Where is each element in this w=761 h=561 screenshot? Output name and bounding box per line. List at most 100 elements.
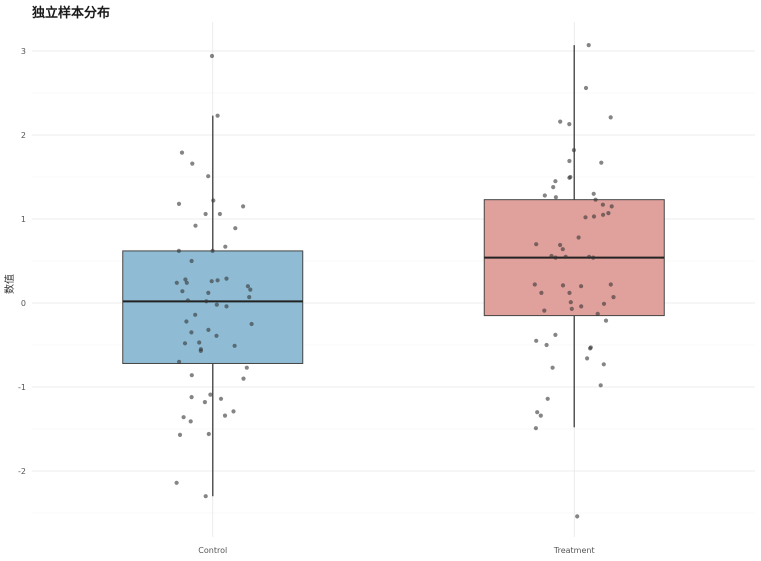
data-point — [206, 174, 211, 179]
chart-title: 独立样本分布 — [32, 6, 111, 21]
x-tick-label: Treatment — [553, 546, 595, 555]
data-point — [206, 431, 211, 437]
data-point — [591, 191, 596, 196]
data-point — [209, 53, 215, 59]
data-point — [534, 242, 539, 247]
data-point — [203, 211, 208, 217]
data-point — [214, 333, 219, 338]
data-point — [241, 376, 246, 381]
data-point — [203, 494, 208, 499]
data-point — [560, 283, 566, 288]
data-point — [599, 160, 604, 165]
data-point — [569, 306, 574, 311]
data-point — [560, 247, 565, 252]
data-point — [587, 254, 592, 259]
data-point — [189, 395, 194, 400]
data-point — [558, 242, 563, 248]
data-point — [544, 342, 549, 348]
data-point — [174, 480, 179, 485]
box-control — [122, 250, 304, 364]
data-point — [181, 415, 186, 420]
data-point — [591, 214, 597, 219]
data-point — [218, 396, 224, 401]
y-tick-label: -2 — [18, 467, 26, 476]
data-point — [585, 356, 590, 361]
data-point — [233, 226, 238, 231]
data-point — [202, 400, 207, 405]
data-point — [571, 148, 577, 153]
data-point — [539, 290, 544, 295]
data-point — [197, 340, 202, 345]
data-point — [586, 43, 591, 48]
data-point — [217, 211, 222, 217]
data-point — [579, 284, 584, 289]
data-point — [176, 248, 181, 253]
data-point — [248, 287, 253, 292]
data-point — [591, 255, 596, 260]
data-point — [535, 410, 540, 415]
data-point — [579, 304, 584, 309]
data-point — [567, 122, 572, 127]
y-tick-label: 2 — [21, 131, 26, 140]
data-point — [601, 212, 606, 217]
data-point — [215, 278, 220, 283]
data-point — [542, 193, 547, 198]
data-point — [189, 258, 194, 264]
data-point — [558, 119, 563, 124]
data-point — [206, 290, 211, 295]
data-point — [568, 300, 573, 305]
data-point — [215, 113, 220, 118]
data-point — [553, 255, 558, 260]
data-point — [208, 392, 213, 397]
data-point — [241, 204, 246, 209]
data-point — [553, 179, 558, 184]
data-point — [193, 312, 198, 317]
data-point — [550, 365, 555, 370]
data-point — [593, 197, 598, 202]
data-point — [174, 280, 179, 285]
data-point — [184, 319, 189, 324]
data-point — [534, 338, 539, 343]
data-point — [532, 282, 537, 287]
data-point — [204, 299, 209, 304]
y-tick-label: 0 — [21, 299, 26, 308]
data-point — [223, 244, 228, 249]
data-point — [247, 295, 252, 300]
data-point — [184, 280, 189, 285]
data-point — [538, 413, 543, 418]
data-point — [222, 413, 228, 418]
data-point — [533, 426, 539, 431]
y-tick-label: -1 — [18, 383, 26, 392]
data-point — [595, 311, 600, 316]
data-point — [224, 276, 229, 281]
data-point — [600, 202, 606, 207]
data-point — [193, 223, 198, 228]
data-point — [598, 383, 603, 388]
data-point — [551, 185, 556, 190]
data-point — [567, 175, 572, 180]
data-point — [176, 201, 182, 206]
data-point — [231, 409, 236, 414]
data-point — [224, 304, 229, 309]
y-tick-label: 3 — [21, 47, 26, 56]
data-point — [185, 298, 190, 303]
data-point — [209, 279, 214, 284]
data-point — [232, 343, 237, 348]
data-point — [549, 253, 554, 259]
data-point — [189, 330, 194, 335]
data-point — [553, 332, 558, 337]
data-point — [553, 195, 559, 200]
data-point — [179, 150, 185, 155]
data-point — [177, 359, 182, 364]
data-point — [182, 341, 188, 346]
data-point — [608, 115, 613, 120]
data-point — [611, 295, 616, 300]
data-point — [245, 284, 250, 289]
data-point — [545, 396, 550, 401]
data-point — [567, 158, 572, 164]
data-point — [210, 248, 215, 253]
y-axis-label: 数值 — [3, 274, 16, 294]
data-point — [603, 318, 609, 323]
data-point — [601, 301, 607, 306]
